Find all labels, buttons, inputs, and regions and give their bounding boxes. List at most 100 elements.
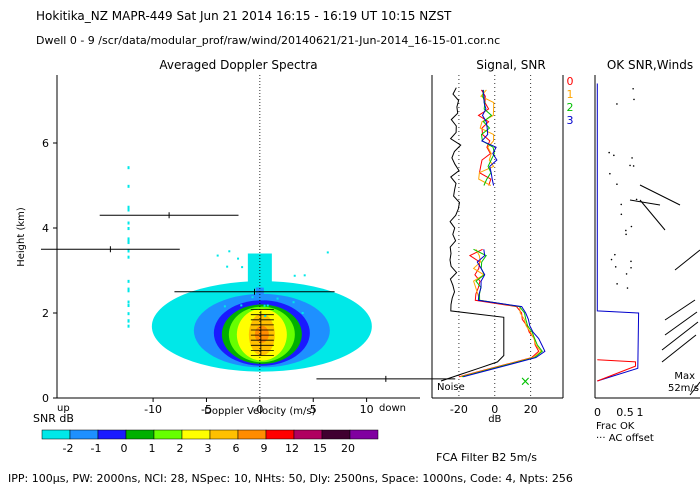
header-line-1: Hokitika_NZ MAPR-449 Sat Jun 21 2014 16:… xyxy=(36,9,452,23)
ac-offset-dot xyxy=(631,157,633,159)
frac-ok-line xyxy=(596,83,640,382)
snr-speckle xyxy=(127,304,130,308)
snr-speckle xyxy=(223,305,226,308)
winds-x-tick-label: 0 xyxy=(594,406,601,419)
colorbar-tick-label: 20 xyxy=(341,442,355,455)
snr-speckle xyxy=(326,251,329,254)
snr-speckle xyxy=(127,221,130,225)
wind-arrow xyxy=(639,184,681,206)
signal-power-line xyxy=(440,87,505,382)
snr-colorbar: SNR dB-2 -1 0 1 2 3 6 9 12 15 20 xyxy=(33,412,379,455)
noise-label: Noise xyxy=(437,382,465,393)
snr-speckle xyxy=(127,319,130,323)
down-label: down xyxy=(379,403,406,414)
snr-speckle xyxy=(127,300,130,304)
ac-offset-dot xyxy=(608,151,610,154)
snr-speckle xyxy=(127,241,130,245)
colorbar-swatch xyxy=(293,429,323,440)
colorbar-tick-label: -2 xyxy=(63,442,74,455)
snr-speckle xyxy=(127,227,130,231)
colorbar-swatch xyxy=(321,429,351,440)
wind-arrow xyxy=(639,199,666,231)
ac-offset-dot xyxy=(625,273,628,275)
colorbar-tick-label: 6 xyxy=(233,442,240,455)
wind-arrow xyxy=(689,381,700,396)
frac-ok-label: Frac OK xyxy=(596,421,635,432)
ac-offset-dot xyxy=(630,266,632,269)
snr-series-line xyxy=(481,89,498,186)
snr-speckle xyxy=(292,301,295,304)
colorbar-tick-label: 12 xyxy=(285,442,299,455)
snr-legend-entry: 1 xyxy=(567,88,574,101)
x-tick-label: -10 xyxy=(144,403,162,416)
snr-legend-entry: 2 xyxy=(567,101,574,114)
snr-series-line xyxy=(477,89,492,186)
ac-offset-dot xyxy=(633,98,635,101)
snr-speckle xyxy=(127,184,130,188)
ac-offset-label: ‧‧‧ AC offset xyxy=(596,433,654,444)
snr-speckle xyxy=(328,307,331,310)
snr-speckle xyxy=(216,254,219,257)
snr-speckle xyxy=(263,304,266,307)
snr-speckle xyxy=(241,266,244,269)
snr-x-label: dB xyxy=(488,414,501,425)
wind-arrow xyxy=(629,199,661,206)
ac-offset-dot xyxy=(610,258,613,261)
snr-ok-line xyxy=(597,359,636,382)
max-label: Max xyxy=(674,371,695,382)
wind-arrow xyxy=(661,334,697,363)
snr-speckle xyxy=(301,311,304,314)
spectra-title: Averaged Doppler Spectra xyxy=(159,58,317,72)
snr-legend-entry: 0 xyxy=(567,75,574,88)
ac-offset-dot xyxy=(616,183,618,186)
snr-speckle xyxy=(127,279,130,283)
y-tick-label: 4 xyxy=(42,222,49,235)
x-tick-label: 5 xyxy=(310,403,317,416)
winds-x-tick-label: 0.5 xyxy=(616,406,634,419)
snr-x-tick-label: -20 xyxy=(450,403,468,416)
ac-offset-dot xyxy=(609,172,611,175)
x-tick-label: -5 xyxy=(201,403,212,416)
ac-offset-dot xyxy=(630,260,632,263)
winds-title: OK SNR,Winds xyxy=(607,58,693,72)
snr-x-tick-label: 0 xyxy=(491,403,498,416)
snr-x-tick-label: 20 xyxy=(524,403,538,416)
max-value: 52m/s xyxy=(668,383,699,394)
header-line-2: Dwell 0 - 9 /scr/data/modular_prof/raw/w… xyxy=(36,34,501,47)
wind-arrow xyxy=(664,311,698,336)
colorbar-swatch xyxy=(237,429,267,440)
y-tick-label: 6 xyxy=(42,137,49,150)
colorbar-tick-label: 15 xyxy=(313,442,327,455)
snr-speckle xyxy=(251,296,254,299)
ac-offset-dot xyxy=(613,154,615,157)
snr-speckle xyxy=(283,292,286,295)
colorbar-swatch xyxy=(69,429,99,440)
snr-legend-entry: 3 xyxy=(567,114,574,127)
snr-speckle xyxy=(266,304,269,307)
spectra-y-label: Height (km) xyxy=(16,207,27,267)
y-tick-label: 2 xyxy=(42,307,49,320)
ac-offset-dot xyxy=(616,283,618,285)
ac-offset-dot xyxy=(614,266,617,268)
ac-offset-dot xyxy=(629,164,631,167)
snr-speckle xyxy=(212,291,215,294)
snr-speckle xyxy=(264,289,267,292)
ac-offset-dot xyxy=(625,229,627,232)
snr-contour-plume xyxy=(255,287,264,301)
colorbar-swatch xyxy=(181,429,211,440)
snr-speckle xyxy=(127,324,130,328)
colorbar-tick-label: -1 xyxy=(91,442,102,455)
snr-speckle xyxy=(262,285,265,288)
ac-offset-dot xyxy=(614,253,616,256)
ac-offset-dot xyxy=(616,103,618,105)
snr-speckle xyxy=(264,314,267,317)
colorbar-label: SNR dB xyxy=(33,412,74,425)
snr-speckle xyxy=(221,289,224,292)
ac-offset-dot xyxy=(626,287,629,289)
snr-speckle xyxy=(240,304,243,307)
snr-speckle xyxy=(260,281,263,284)
ac-offset-dot xyxy=(620,203,623,206)
snr-speckle xyxy=(127,312,130,316)
